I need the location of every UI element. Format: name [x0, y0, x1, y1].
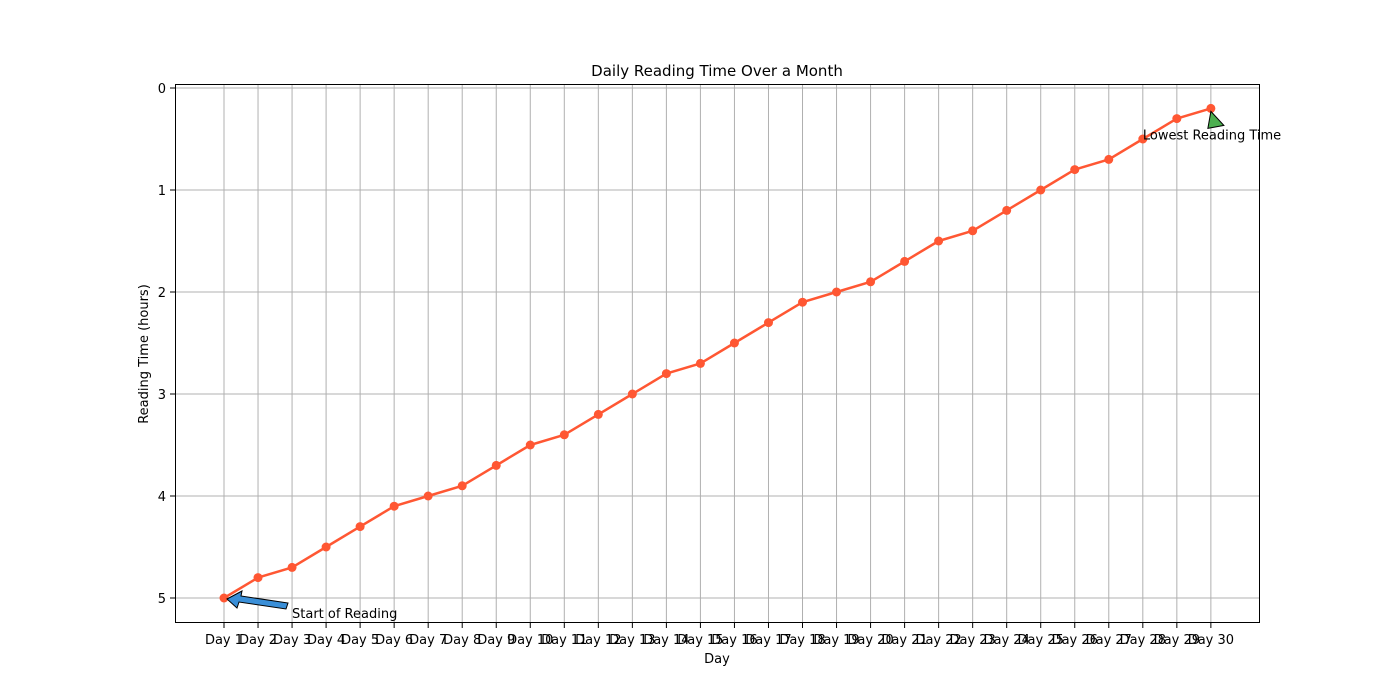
x-tick-label: Day 13 [609, 633, 655, 648]
x-tick-label: Day 23 [949, 633, 995, 648]
data-point [695, 358, 705, 368]
data-point [287, 562, 297, 572]
data-point [1104, 154, 1114, 164]
data-point [1036, 185, 1046, 195]
x-tick-label: Day 15 [677, 633, 723, 648]
start-annotation-arrow [226, 590, 289, 610]
x-tick-label: Day 28 [1120, 633, 1166, 648]
data-point [321, 542, 331, 552]
data-point [1138, 134, 1148, 144]
x-tick-label: Day 17 [745, 633, 791, 648]
y-axis: 0 1 2 3 4 5 [158, 82, 175, 607]
y-tick-label: 4 [158, 490, 166, 505]
data-point [798, 297, 808, 307]
x-tick-label: Day 24 [984, 633, 1030, 648]
x-tick-label: Day 26 [1052, 633, 1098, 648]
data-point [1206, 103, 1216, 113]
plot-area-frame [175, 84, 1260, 623]
x-tick-label: Day 11 [541, 633, 587, 648]
chart-title: Daily Reading Time Over a Month [591, 62, 843, 80]
data-point [219, 593, 229, 603]
data-point [423, 491, 433, 501]
data-point [491, 460, 501, 470]
data-point [457, 481, 467, 491]
y-tick-label: 5 [158, 592, 166, 607]
data-point [525, 440, 535, 450]
lowest-annotation-arrow [1207, 110, 1225, 130]
data-point [559, 430, 569, 440]
x-axis-title: Day [704, 652, 730, 667]
x-tick-label: Day 30 [1188, 633, 1234, 648]
x-tick-label: Day 20 [847, 633, 893, 648]
x-tick-label: Day 4 [307, 633, 345, 648]
x-tick-label: Day 29 [1154, 633, 1200, 648]
x-tick-label: Day 14 [643, 633, 689, 648]
data-point [729, 338, 739, 348]
data-point [389, 501, 399, 511]
y-axis-title: Reading Time (hours) [137, 284, 152, 424]
data-point [355, 522, 365, 532]
data-point [1002, 205, 1012, 215]
data-point [832, 287, 842, 297]
data-point [593, 409, 603, 419]
x-tick-label: Day 8 [443, 633, 481, 648]
series-group [219, 103, 1216, 603]
x-tick-label: Day 7 [409, 633, 447, 648]
start-annotation-label: Start of Reading [292, 607, 397, 622]
data-point [661, 369, 671, 379]
x-tick-label: Day 6 [375, 633, 413, 648]
data-point [253, 573, 263, 583]
x-tick-label: Day 19 [813, 633, 859, 648]
x-tick-label: Day 18 [779, 633, 825, 648]
series-line [223, 107, 1212, 600]
data-point [934, 236, 944, 246]
annotations-group: Start of Reading Lowest Reading Time [226, 110, 1281, 622]
x-tick-label: Day 3 [273, 633, 311, 648]
data-point [900, 256, 910, 266]
data-point [627, 389, 637, 399]
grid-lines [175, 84, 1260, 623]
y-tick-label: 0 [158, 82, 166, 97]
x-tick-label: Day 5 [341, 633, 379, 648]
y-tick-label: 2 [158, 286, 166, 301]
x-tick-label: Day 2 [239, 633, 277, 648]
x-tick-label: Day 21 [881, 633, 927, 648]
x-tick-label: Day 27 [1086, 633, 1132, 648]
y-tick-label: 3 [158, 388, 166, 403]
x-tick-label: Day 1 [205, 633, 243, 648]
data-point [968, 226, 978, 236]
x-tick-label: Day 16 [711, 633, 757, 648]
x-tick-label: Day 25 [1018, 633, 1064, 648]
lowest-annotation-label: Lowest Reading Time [1143, 128, 1281, 143]
data-point [866, 277, 876, 287]
data-point [1172, 114, 1182, 124]
x-tick-label: Day 10 [507, 633, 553, 648]
x-tick-label: Day 22 [915, 633, 961, 648]
data-point [763, 318, 773, 328]
y-tick-label: 1 [158, 184, 166, 199]
data-point [1070, 165, 1080, 175]
x-tick-label: Day 9 [477, 633, 515, 648]
x-tick-label: Day 12 [575, 633, 621, 648]
